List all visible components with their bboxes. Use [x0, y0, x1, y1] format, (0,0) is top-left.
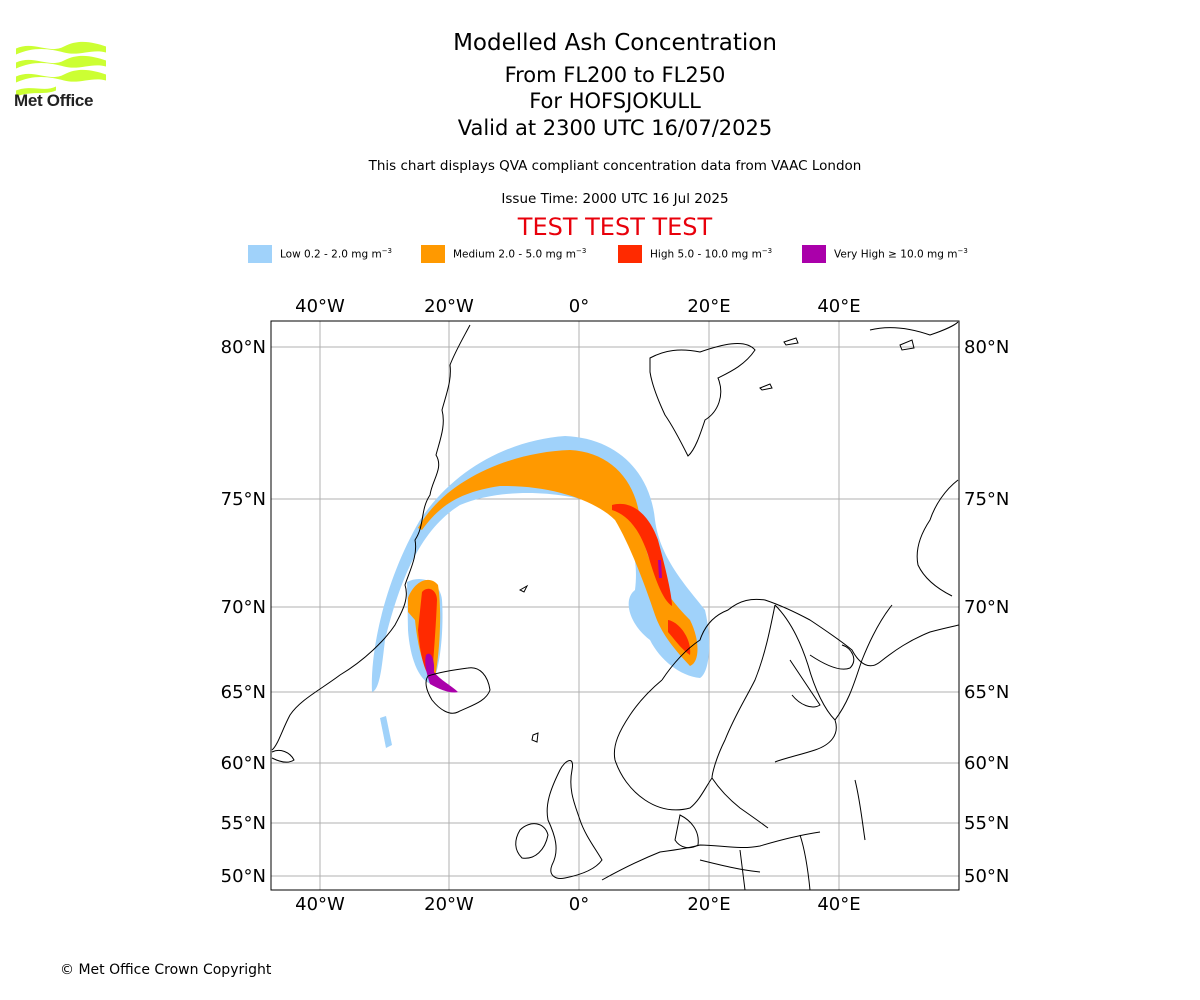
lat-tick-label: 60°N: [964, 753, 1009, 774]
legend-label-low: Low 0.2 - 2.0 mg m: [280, 248, 382, 261]
lat-tick-label: 50°N: [221, 866, 266, 887]
disclaimer-text: This chart displays QVA compliant concen…: [368, 158, 862, 174]
legend-item-medium: Medium 2.0 - 5.0 mg m−3: [421, 244, 586, 264]
legend-swatch-low: [248, 245, 272, 263]
legend-unit-exponent: −3: [575, 247, 587, 256]
lat-tick-label: 70°N: [221, 597, 266, 618]
legend-swatch-high: [618, 245, 642, 263]
lon-labels-bottom: 40°W 20°W 0° 20°E 40°E: [295, 894, 860, 915]
graticule: [271, 321, 959, 890]
ash-very-high-zone: [425, 560, 662, 693]
map-frame: [270, 320, 960, 891]
lat-tick-label: 75°N: [964, 489, 1009, 510]
lon-tick-label: 40°E: [817, 296, 860, 317]
lat-tick-label: 80°N: [964, 337, 1009, 358]
legend-swatch-very-high: [802, 245, 826, 263]
legend-item-very-high: Very High ≥ 10.0 mg m−3: [802, 244, 968, 264]
lon-tick-label: 0°: [569, 296, 589, 317]
legend-unit-exponent: −3: [957, 247, 968, 256]
lat-tick-label: 70°N: [964, 597, 1009, 618]
ash-high-zone: [418, 503, 691, 678]
test-banner: TEST TEST TEST: [517, 213, 713, 241]
lon-tick-label: 20°E: [687, 296, 730, 317]
lon-tick-label: 40°E: [817, 894, 860, 915]
lat-tick-label: 55°N: [221, 813, 266, 834]
lat-tick-label: 65°N: [964, 682, 1009, 703]
legend-unit-exponent: −3: [761, 247, 773, 256]
copyright-notice: © Met Office Crown Copyright: [60, 962, 272, 978]
lat-tick-label: 50°N: [964, 866, 1009, 887]
lon-tick-label: 20°E: [687, 894, 730, 915]
coastlines: [271, 321, 959, 890]
lat-tick-label: 60°N: [221, 753, 266, 774]
map-area: [271, 321, 959, 890]
legend-label-high: High 5.0 - 10.0 mg m: [650, 248, 762, 261]
legend-label-medium: Medium 2.0 - 5.0 mg m: [453, 248, 576, 261]
lat-tick-label: 55°N: [964, 813, 1009, 834]
lon-tick-label: 40°W: [295, 296, 345, 317]
flight-level-range: From FL200 to FL250: [504, 63, 726, 87]
met-office-logo-text: Met Office: [14, 91, 94, 110]
lon-tick-label: 0°: [569, 894, 589, 915]
legend-swatch-medium: [421, 245, 445, 263]
legend-item-high: High 5.0 - 10.0 mg m−3: [618, 244, 772, 264]
lat-labels-left: 80°N 75°N 70°N 65°N 60°N 55°N 50°N: [221, 337, 266, 887]
valid-time: Valid at 2300 UTC 16/07/2025: [457, 116, 773, 140]
lat-tick-label: 75°N: [221, 489, 266, 510]
lat-labels-right: 80°N 75°N 70°N 65°N 60°N 55°N 50°N: [964, 337, 1009, 887]
legend-item-low: Low 0.2 - 2.0 mg m−3: [248, 244, 392, 264]
lon-tick-label: 20°W: [424, 296, 474, 317]
issue-time: Issue Time: 2000 UTC 16 Jul 2025: [501, 191, 729, 207]
volcano-name: For HOFSJOKULL: [529, 89, 701, 113]
legend-label-very-high: Very High ≥ 10.0 mg m: [834, 248, 958, 261]
lat-tick-label: 65°N: [221, 682, 266, 703]
lon-tick-label: 20°W: [424, 894, 474, 915]
legend-unit-exponent: −3: [381, 247, 393, 256]
lon-tick-label: 40°W: [295, 894, 345, 915]
met-office-wave-logo-icon: [16, 41, 106, 97]
lat-tick-label: 80°N: [221, 337, 266, 358]
lon-labels-top: 40°W 20°W 0° 20°E 40°E: [295, 296, 860, 317]
chart-title: Modelled Ash Concentration: [453, 30, 777, 56]
